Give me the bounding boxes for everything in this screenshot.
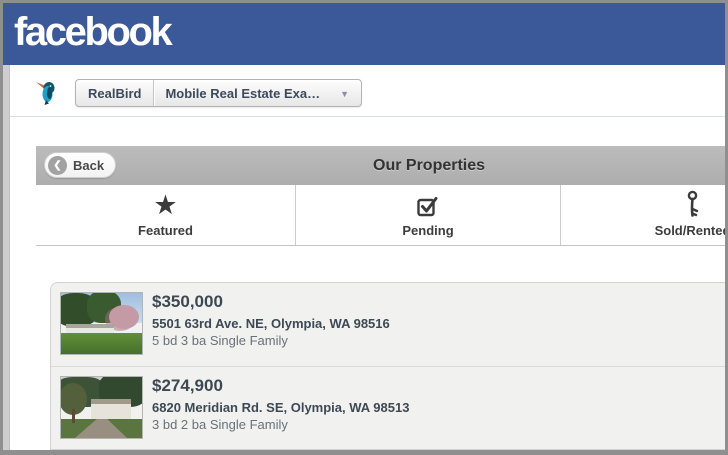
tab-sold-rented-label: Sold/Rented xyxy=(654,223,725,238)
selected-page-label: Mobile Real Estate Exa… xyxy=(165,85,321,101)
listings-container: $350,000 5501 63rd Ave. NE, Olympia, WA … xyxy=(50,282,725,450)
app-toolbar: RealBird Mobile Real Estate Exa… ▼ xyxy=(10,65,725,117)
listing-text: $350,000 5501 63rd Ave. NE, Olympia, WA … xyxy=(152,291,390,349)
facebook-header-bar: facebook xyxy=(3,3,725,65)
tab-featured-label: Featured xyxy=(138,223,193,238)
properties-header-bar: ❮ Back Our Properties xyxy=(36,146,725,185)
listing-row[interactable]: $274,900 6820 Meridian Rd. SE, Olympia, … xyxy=(51,366,725,449)
tab-featured[interactable]: ★ Featured xyxy=(36,185,295,245)
tab-sold-rented[interactable]: Sold/Rented xyxy=(560,185,725,245)
page-left-gutter xyxy=(3,65,10,450)
chevron-down-icon: ▼ xyxy=(340,88,350,99)
selector-divider xyxy=(153,80,155,106)
listing-row[interactable]: $350,000 5501 63rd Ave. NE, Olympia, WA … xyxy=(51,283,725,366)
listing-photo xyxy=(61,293,142,354)
back-chevron-icon: ❮ xyxy=(48,155,67,175)
back-button-label: Back xyxy=(73,157,105,173)
listing-details: 5 bd 3 ba Single Family xyxy=(152,333,288,348)
listing-price: $274,900 xyxy=(152,376,223,395)
app-canvas: ❮ Back Our Properties ★ Featured xyxy=(10,117,725,450)
app-name-label: RealBird xyxy=(88,85,142,101)
page-title: Our Properties xyxy=(373,157,486,174)
listing-filter-tabs: ★ Featured Pending xyxy=(36,185,725,246)
listing-address: 6820 Meridian Rd. SE, Olympia, WA 98513 xyxy=(152,400,410,415)
page-body: facebook RealBird Mobile Real Estate Exa… xyxy=(3,3,725,450)
realbird-kingfisher-icon xyxy=(36,82,55,105)
listing-photo xyxy=(61,377,142,438)
facebook-logo[interactable]: facebook xyxy=(14,10,173,54)
listing-price: $350,000 xyxy=(152,292,223,311)
tab-pending[interactable]: Pending xyxy=(295,185,560,245)
star-icon: ★ xyxy=(153,190,178,220)
listing-address: 5501 63rd Ave. NE, Olympia, WA 98516 xyxy=(152,316,390,331)
tab-pending-label: Pending xyxy=(402,223,454,238)
pending-checkbox-icon xyxy=(416,187,440,219)
back-button[interactable]: ❮ Back xyxy=(44,152,117,178)
listing-text: $274,900 6820 Meridian Rd. SE, Olympia, … xyxy=(152,375,409,433)
listing-details: 3 bd 2 ba Single Family xyxy=(152,417,288,432)
key-icon xyxy=(685,187,700,219)
app-page-selector[interactable]: RealBird Mobile Real Estate Exa… ▼ xyxy=(75,79,363,107)
